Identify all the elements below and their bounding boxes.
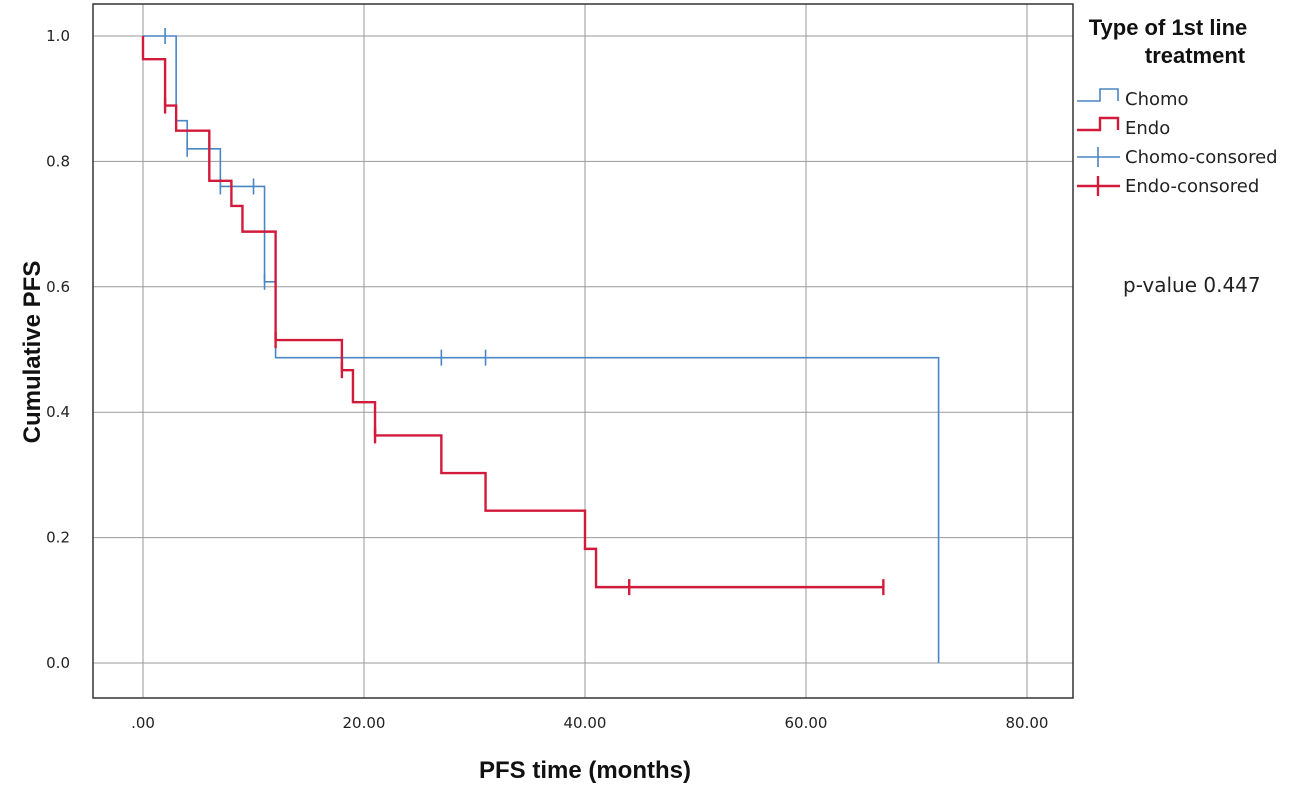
legend-item-endo: Endo — [1077, 116, 1170, 139]
y-axis-title: Cumulative PFS — [19, 261, 46, 444]
legend: Chomo Endo Chomo-consored Endo-consored — [1077, 88, 1278, 197]
x-tick-label: 40.00 — [564, 714, 607, 732]
legend-item-chomo: Chomo — [1077, 88, 1189, 110]
x-axis-title: PFS time (months) — [479, 757, 691, 784]
y-tick-label: 0.2 — [46, 529, 70, 547]
plot-frame — [92, 3, 1074, 699]
x-tick-label: 80.00 — [1006, 714, 1049, 732]
p-value-annotation: p-value 0.447 — [1123, 273, 1261, 297]
legend-item-chomo-consored: Chomo-consored — [1077, 147, 1278, 168]
x-tick-labels: .00 20.00 40.00 60.00 80.00 — [131, 714, 1048, 732]
series — [141, 28, 940, 663]
y-tick-labels: 0.0 0.2 0.4 0.6 0.8 1.0 — [46, 27, 70, 672]
legend-label: Chomo — [1125, 89, 1189, 110]
gridlines — [93, 4, 1073, 698]
legend-title-line-2: treatment — [1145, 43, 1246, 68]
legend-label: Chomo-consored — [1125, 147, 1278, 168]
y-tick-label: 0.0 — [46, 654, 70, 672]
y-tick-label: 0.8 — [46, 152, 70, 170]
series-line-endo — [141, 36, 884, 589]
legend-symbol — [1077, 88, 1119, 102]
y-tick-label: 0.6 — [46, 278, 70, 296]
x-tick-label: 60.00 — [785, 714, 828, 732]
legend-label: Endo-consored — [1125, 176, 1259, 197]
x-tick-label: .00 — [131, 714, 155, 732]
y-tick-label: 1.0 — [46, 27, 70, 45]
legend-label: Endo — [1125, 118, 1170, 139]
series-line-chomo — [143, 35, 940, 663]
x-tick-label: 20.00 — [343, 714, 386, 732]
legend-title-line-1: Type of 1st line — [1089, 15, 1248, 40]
legend-symbol — [1077, 116, 1120, 132]
legend-item-endo-consored: Endo-consored — [1077, 176, 1259, 197]
y-tick-label: 0.4 — [46, 403, 70, 421]
